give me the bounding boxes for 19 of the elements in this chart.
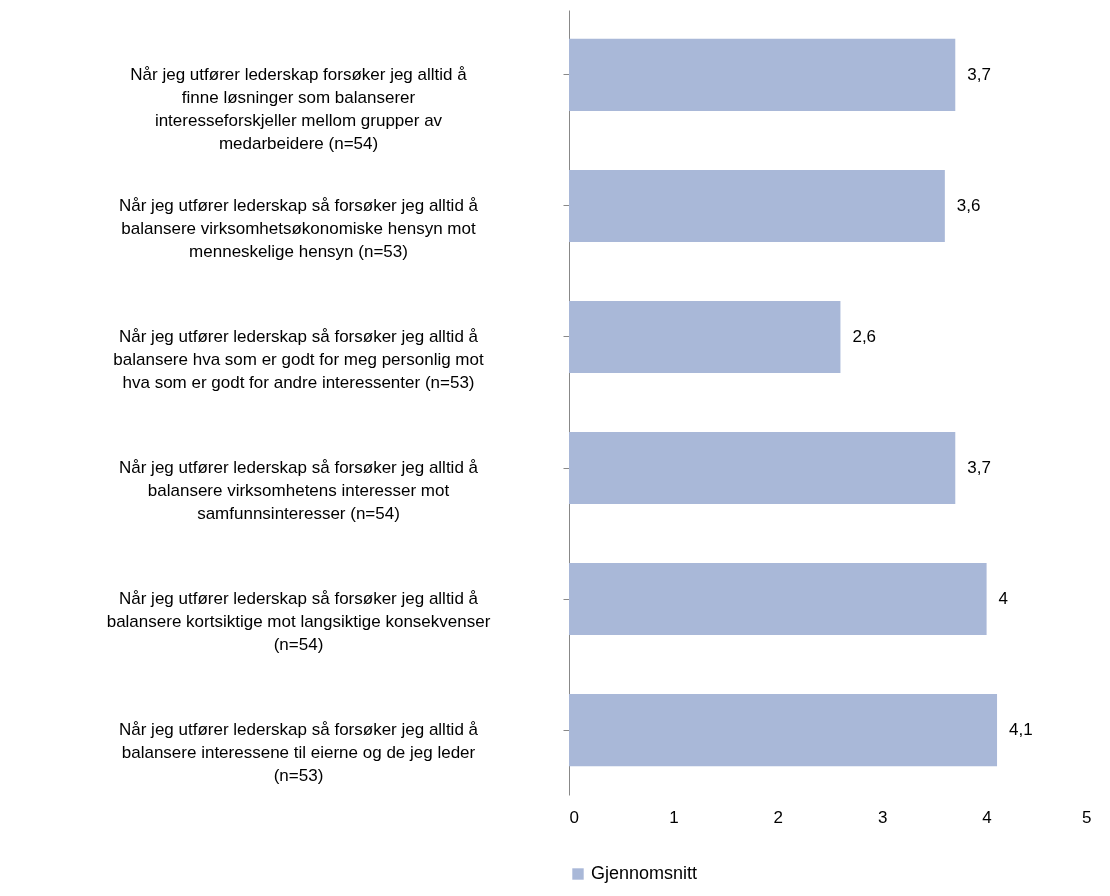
x-tick-label: 0 — [569, 807, 579, 827]
x-tick-label: 3 — [877, 807, 888, 827]
y-tick-label: Når jeg utfører lederskap så forsøker jeg alltid å balansere virksomhetsøkonomiske hensyn mot menneskelige hensyn (n=53) — [118, 195, 479, 261]
data-label: 2,6 — [852, 326, 877, 346]
data-label: 3,6 — [956, 195, 981, 215]
data-label: 4,1 — [1009, 720, 1033, 740]
x-tick-label: 4 — [982, 807, 992, 827]
y-tick-label: Når jeg utfører lederskap så forsøker jeg alltid å balansere virksomhetens interesser mot samfunnsinteresser (n=54) — [118, 458, 479, 524]
legend-label: Gjennomsnitt — [591, 863, 698, 883]
data-label: 3,7 — [967, 64, 991, 84]
x-tick-label: 2 — [773, 807, 784, 827]
y-tick-label: Når jeg utfører lederskap så forsøker jeg alltid å balansere hva som er godt for meg personlig mot hva som er godt for andre interessenter (n=53) — [113, 326, 484, 392]
y-tick-label: Når jeg utfører lederskap så forsøker jeg alltid å balansere kortsiktige mot langsiktige konsekvenser (n=54) — [106, 589, 491, 655]
y-tick-label: Når jeg utfører lederskap forsøker jeg alltid å finne løsninger som balanserer interesseforskjeller mellom grupper av medarbeidere (n=54) — [130, 64, 468, 153]
x-tick-label: 1 — [669, 807, 679, 827]
x-tick-label: 5 — [1082, 807, 1092, 827]
data-label: 3,7 — [967, 458, 991, 478]
y-tick-label: Når jeg utfører lederskap så forsøker jeg alltid å balansere interessene til eierne og de jeg leder (n=53) — [118, 720, 479, 786]
data-label: 4 — [998, 589, 1009, 609]
